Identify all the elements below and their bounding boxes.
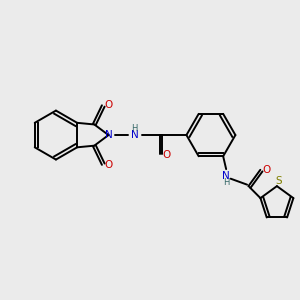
- Text: O: O: [104, 160, 112, 170]
- Text: N: N: [222, 171, 230, 181]
- Text: S: S: [275, 176, 282, 186]
- Text: O: O: [104, 100, 112, 110]
- Text: O: O: [162, 150, 171, 160]
- Text: N: N: [131, 130, 139, 140]
- Text: H: H: [132, 124, 138, 133]
- Text: O: O: [262, 165, 271, 175]
- Text: H: H: [223, 178, 229, 187]
- Text: N: N: [105, 130, 113, 140]
